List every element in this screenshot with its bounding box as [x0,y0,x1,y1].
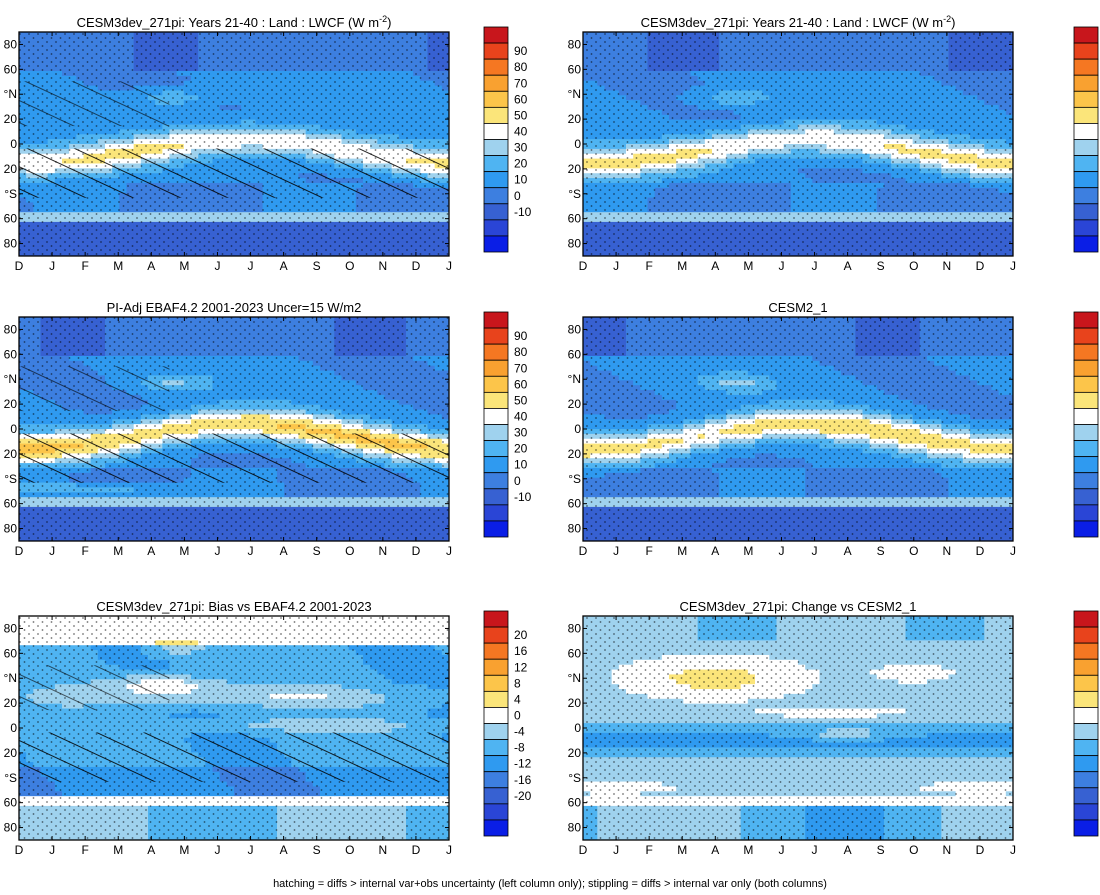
x-tick-label: D [412,259,421,273]
x-tick-label: J [446,259,452,273]
colorbar: 90 80 70 60 50 40 30 20 10 0 -10 [483,26,532,253]
colorbar-segment [483,26,509,44]
colorbar-segment [483,42,509,60]
y-tick-label: °S [4,187,17,201]
colorbar-label: 80 [514,60,528,74]
x-tick-label: S [313,259,321,273]
y-tick-label: °N [4,87,17,101]
hatch-overlay-south [19,148,449,198]
colorbar-segment [483,155,509,173]
y-tick-label: 80 [4,37,18,51]
colorbar-label: 40 [514,124,528,138]
colorbar-segment [483,139,509,156]
hatch-overlay-north [19,81,170,127]
panel-1: CESM3dev_271pi: Years 21-40 : Land : LWC… [4,14,532,273]
x-tick-label: J [214,259,220,273]
y-tick-label: 80 [4,237,18,251]
panel-title-sup: -2 [379,14,387,24]
colorbar-segment [483,58,509,76]
colorbar-label: 70 [514,76,528,90]
x-tick-label: D [15,259,24,273]
colorbar-segment [483,171,509,189]
stipple-overlay [19,32,449,256]
x-tick-label: O [345,259,354,273]
colorbar-segment [483,90,509,108]
colorbar-label: 20 [514,157,528,171]
x-tick-label: M [179,259,189,273]
y-tick-label: 0 [10,137,17,151]
x-tick-label: A [280,259,288,273]
x-tick-label: A [147,259,155,273]
panel-title-tail: ) [387,15,391,30]
colorbar-segment [483,187,509,205]
colorbar-label: 30 [514,141,528,155]
colorbar-label: 90 [514,44,528,58]
colorbar-segment [483,235,509,253]
colorbar-segment [483,106,509,124]
colorbar-label: 50 [514,108,528,122]
colorbar-segment [483,123,509,140]
colorbar-label: 60 [514,92,528,106]
colorbar-label: 10 [514,173,528,187]
panel-title: CESM3dev_271pi: Years 21-40 : Land : LWC… [77,14,392,30]
colorbar-segment [483,219,509,237]
colorbar-segment [483,74,509,92]
x-tick-label: J [248,259,254,273]
colorbar-label: -10 [514,205,532,219]
y-tick-label: 20 [4,162,18,176]
colorbar-segment [483,203,509,221]
colorbar-label: 0 [514,189,521,203]
x-tick-label: M [113,259,123,273]
y-tick-label: 60 [4,212,18,226]
x-tick-label: N [379,259,388,273]
panel-title-text: CESM3dev_271pi: Years 21-40 : Land : LWC… [77,15,380,30]
x-tick-label: F [81,259,88,273]
y-tick-label: 20 [4,112,18,126]
y-tick-label: 60 [4,62,18,76]
panel-2: CESM3dev_271pi: Years 21-40 : Land : LWC… [568,14,1099,273]
x-tick-label: J [49,259,55,273]
